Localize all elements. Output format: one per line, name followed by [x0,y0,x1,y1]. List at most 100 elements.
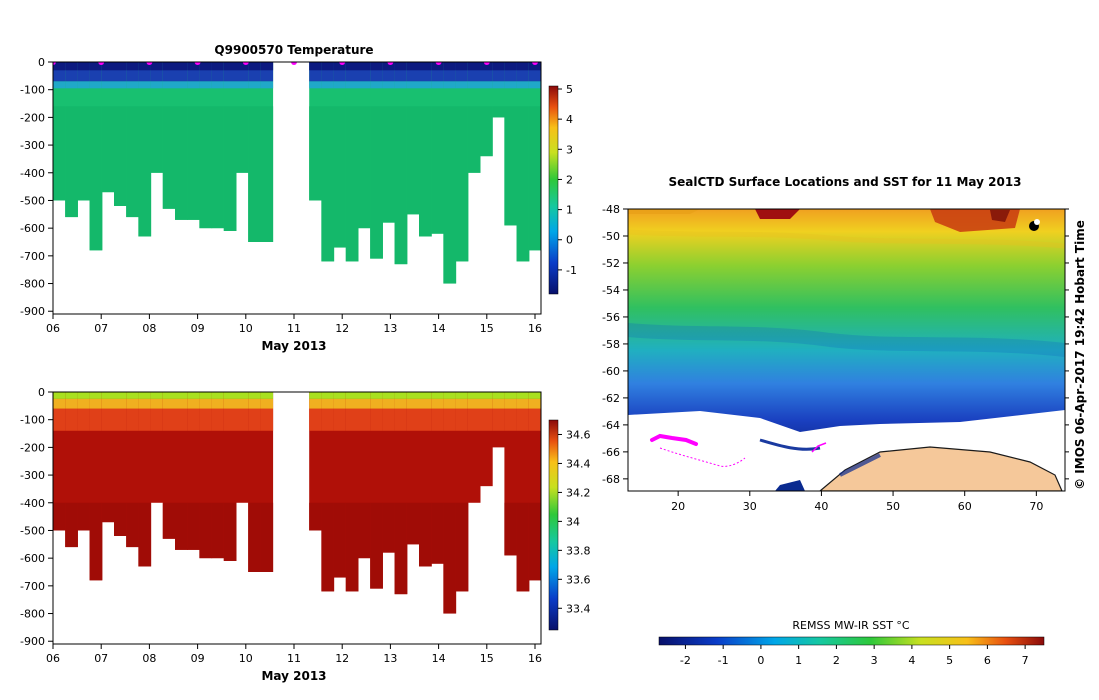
profile-transition [150,398,164,409]
profile-bottom-band [345,502,359,592]
profile-halocline [65,408,78,431]
colorbar-tick-label: 1 [795,654,802,667]
profile-transition [455,398,469,409]
profile-halocline [406,408,420,431]
profile-column [528,392,541,581]
colorbar-tick-label: 33.8 [566,544,591,557]
profile-transition [419,398,432,409]
profile-surface-band [236,62,249,71]
profile-thermocline [236,81,249,89]
profile-transition [309,398,322,409]
profile-lower-band [65,106,78,218]
temp-x-tick-label: 12 [335,322,349,335]
profile-lower-band [236,106,249,173]
profile-column [419,62,432,237]
profile-surface-band [101,62,115,71]
profile-column [382,392,396,553]
colorbar-tick-label: 3 [871,654,878,667]
map-x-tick-label: 50 [886,500,900,513]
map-y-tick-label: -48 [602,203,620,216]
temperature-profiles [53,62,541,284]
profile-column [248,392,261,572]
profile-bottom-band [211,502,225,559]
profile-thermocline [467,81,481,89]
profile-halocline [175,408,188,431]
temp-y-tick-label: -600 [20,222,45,235]
sal-x-tick-label: 09 [191,652,205,665]
profile-halocline [114,408,127,431]
temperature-x-label: May 2013 [261,339,326,353]
profile-lower-band [370,106,383,259]
profile-column [406,62,420,215]
profile-surface-band [467,392,481,399]
profile-bottom-band [65,502,78,548]
map-title: SealCTD Surface Locations and SST for 11… [668,175,1021,189]
profile-column [150,62,164,173]
sal-x-tick-label: 15 [480,652,494,665]
profile-surface-band [492,392,505,399]
colorbar-tick-label: 2 [566,173,573,186]
temp-y-tick-label: -700 [20,250,45,263]
profile-surface-band [406,392,420,399]
profile-surface-band [211,62,225,71]
map-y-tick-label: -64 [602,419,620,432]
map-x-tick-label: 60 [958,500,972,513]
profile-bottom-band [309,502,322,531]
sal-y-tick-label: -700 [20,580,45,593]
profile-transition [467,398,481,409]
profile-thermocline [89,81,103,89]
profile-thermocline [382,81,396,89]
colorbar-tick-label: 2 [833,654,840,667]
profile-surface-band [333,62,347,71]
profile-bottom-band [175,502,188,550]
profile-thermocline [358,81,371,89]
profile-halocline [321,408,335,431]
profile-surface-band [53,392,66,399]
profile-lower-band [504,106,518,226]
profile-surface-band [455,392,469,399]
profile-halocline [260,408,274,431]
profile-halocline [89,408,103,431]
profile-column [138,392,152,567]
colorbar-tick-label: 4 [566,113,573,126]
profile-lower-band [260,106,274,242]
profile-lower-band [492,106,505,118]
colorbar-tick-label: 6 [984,654,991,667]
profile-surface-band [211,392,225,399]
profile-column [370,392,383,589]
profile-column [309,62,322,201]
colorbar-tick-label: 4 [908,654,915,667]
profile-lower-band [321,106,335,262]
profile-lower-band [53,106,66,201]
profile-column [53,392,66,531]
profile-halocline [333,408,347,431]
sal-x-tick-label: 11 [287,652,301,665]
profile-surface-band [260,392,274,399]
profile-thermocline [431,81,444,89]
sal-y-tick-label: -100 [20,414,45,427]
profile-transition [321,398,335,409]
profile-column [394,62,408,265]
sal-y-tick-label: -600 [20,552,45,565]
profile-lower-band [175,106,188,220]
profile-transition [65,398,78,409]
salinity-x-axis: 06 07 08 09 10 11 12 13 14 15 16 [46,644,542,665]
map-y-tick-label: -54 [602,284,620,297]
profile-thermocline [114,81,127,89]
profile-bottom-band [223,502,237,561]
profile-column [89,62,103,251]
profile-bottom-band [114,502,127,536]
profile-surface-band [382,392,396,399]
sal-y-tick-label: -900 [20,635,45,648]
profile-surface-band [223,62,237,71]
profile-surface-band [358,392,371,399]
profile-transition [211,398,225,409]
profile-column [223,392,237,561]
profile-surface-band [516,62,530,71]
profile-transition [443,398,457,409]
map-x-tick-label: 70 [1029,500,1043,513]
profile-column [492,62,505,118]
sst-field [628,209,1065,491]
profile-surface-band [443,62,457,71]
antarctica-land [819,446,1063,491]
